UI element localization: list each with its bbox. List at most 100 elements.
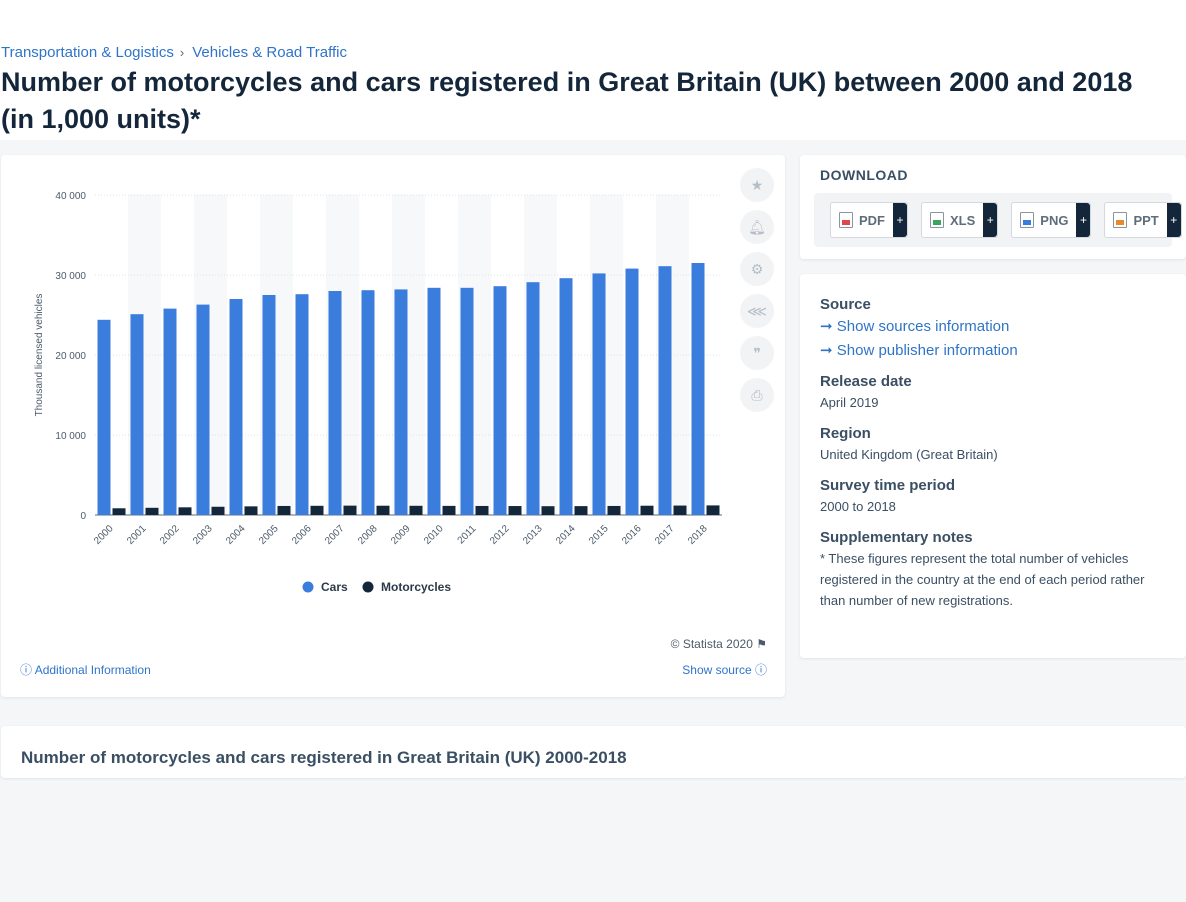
bar-motorcycles — [244, 506, 258, 515]
bar-cars — [427, 287, 441, 515]
quote-icon[interactable]: ❞ — [740, 336, 774, 370]
download-card: DOWNLOAD PDF + XLS + PNG + PPT + — [800, 155, 1186, 259]
x-tick-label: 2009 — [389, 523, 413, 547]
top-band — [0, 0, 1186, 140]
bar-motorcycles — [178, 507, 192, 515]
show-publisher-label: Show publisher information — [836, 342, 1018, 359]
legend-marker — [302, 581, 314, 593]
bar-motorcycles — [508, 506, 522, 515]
legend-label: Cars — [321, 580, 348, 594]
bar-motorcycles — [607, 505, 621, 515]
chart-card: 0 10 000 20 000 30 000 40 000 Thousand licens… — [1, 155, 785, 697]
survey-period-value: 2000 to 2018 — [820, 499, 896, 514]
show-sources-link[interactable]: ➞ Show sources information — [820, 315, 1170, 339]
bar-cars — [592, 273, 606, 515]
copyright: © Statista 2020 ⚑ — [671, 637, 767, 651]
bar-cars — [130, 314, 144, 515]
bar-motorcycles — [409, 505, 423, 515]
flag-icon[interactable]: ⚑ — [756, 637, 767, 651]
bar-motorcycles — [211, 506, 225, 515]
pdf-file-icon — [839, 212, 853, 228]
related-statistic-card: Number of motorcycles and cars registere… — [1, 726, 1186, 778]
bar-cars — [328, 291, 342, 515]
download-xls-button[interactable]: XLS + — [921, 202, 999, 238]
star-icon[interactable]: ★ — [740, 168, 774, 202]
bar-cars — [97, 319, 111, 515]
legend-label: Motorcycles — [381, 580, 451, 594]
x-tick-label: 2014 — [554, 523, 578, 547]
bar-motorcycles — [706, 505, 720, 515]
download-buttons: PDF + XLS + PNG + PPT + — [814, 193, 1182, 247]
download-png-label: PNG — [1040, 212, 1069, 228]
chart: 0 10 000 20 000 30 000 40 000 Thousand licens… — [34, 191, 722, 594]
bar-cars — [163, 308, 177, 515]
info-icon: ⓘ — [754, 663, 767, 677]
bar-motorcycles — [475, 505, 489, 515]
x-tick-label: 2012 — [488, 523, 512, 547]
page-title: Number of motorcycles and cars registere… — [1, 67, 1133, 134]
x-tick-label: 2000 — [92, 523, 116, 547]
print-icon[interactable]: ⎙ — [740, 378, 774, 412]
bar-cars — [196, 304, 210, 515]
bar-motorcycles — [442, 505, 456, 515]
bell-icon[interactable]: 🔔︎ — [740, 210, 774, 244]
bar-motorcycles — [376, 505, 390, 515]
x-tick-label: 2007 — [323, 523, 347, 547]
plus-icon: + — [893, 203, 907, 237]
bar-motorcycles — [574, 506, 588, 515]
bar-cars — [526, 282, 540, 515]
x-tick-label: 2018 — [686, 523, 710, 547]
x-tick-label: 2013 — [521, 523, 545, 547]
show-source-label: Show source — [682, 663, 752, 677]
x-tick-label: 2001 — [125, 523, 149, 547]
y-axis-label: Thousand licensed vehicles — [34, 294, 45, 417]
breadcrumb: Transportation & Logistics › Vehicles & … — [1, 44, 347, 61]
plus-icon: + — [983, 203, 998, 237]
breadcrumb-separator: › — [179, 45, 185, 60]
y-tick-label: 0 — [80, 511, 86, 522]
bar-cars — [493, 286, 507, 515]
y-tick-label: 10 000 — [55, 431, 86, 442]
release-date-heading: Release date — [820, 373, 912, 390]
share-icon[interactable]: ⋘ — [740, 294, 774, 328]
arrow-right-icon: ➞ — [820, 318, 837, 335]
statistic-details-card: Source ➞ Show sources information ➞ Show… — [800, 274, 1186, 658]
x-tick-label: 2011 — [456, 523, 479, 546]
breadcrumb-item-vehicles[interactable]: Vehicles & Road Traffic — [192, 44, 348, 61]
breadcrumb-item-transportation[interactable]: Transportation & Logistics — [1, 44, 174, 61]
y-tick-label: 40 000 — [55, 191, 86, 202]
bar-cars — [559, 278, 573, 515]
download-png-button[interactable]: PNG + — [1011, 202, 1092, 238]
bar-cars — [295, 294, 309, 515]
download-title: DOWNLOAD — [820, 167, 908, 183]
bar-motorcycles — [310, 505, 324, 515]
gear-icon[interactable]: ⚙ — [740, 252, 774, 286]
arrow-right-icon: ➞ — [820, 342, 837, 359]
bar-motorcycles — [343, 505, 357, 515]
additional-info-link[interactable]: ⓘ Additional Information — [20, 661, 151, 678]
x-tick-label: 2016 — [620, 523, 644, 547]
bar-motorcycles — [640, 505, 654, 515]
bar-cars — [229, 299, 243, 515]
show-publisher-link[interactable]: ➞ Show publisher information — [820, 339, 1170, 363]
survey-period-heading: Survey time period — [820, 477, 956, 494]
bar-cars — [625, 268, 639, 515]
download-ppt-button[interactable]: PPT + — [1104, 202, 1182, 238]
copyright-text: © Statista 2020 — [670, 637, 753, 651]
region-value: United Kingdom (Great Britain) — [820, 447, 998, 462]
related-statistic-title[interactable]: Number of motorcycles and cars registere… — [21, 748, 627, 767]
bar-cars — [361, 290, 375, 515]
release-date-value: April 2019 — [820, 395, 879, 410]
x-tick-label: 2008 — [356, 523, 380, 547]
plus-icon: + — [1166, 203, 1181, 237]
x-tick-label: 2006 — [290, 523, 314, 547]
bar-motorcycles — [673, 505, 687, 515]
y-tick-label: 20 000 — [55, 351, 86, 362]
show-source-link[interactable]: Show source ⓘ — [682, 661, 767, 678]
bar-motorcycles — [277, 505, 291, 515]
download-pdf-button[interactable]: PDF + — [830, 202, 908, 238]
download-pdf-label: PDF — [859, 212, 885, 228]
png-file-icon — [1020, 212, 1035, 228]
x-tick-label: 2015 — [587, 523, 611, 547]
x-tick-label: 2003 — [191, 523, 215, 547]
